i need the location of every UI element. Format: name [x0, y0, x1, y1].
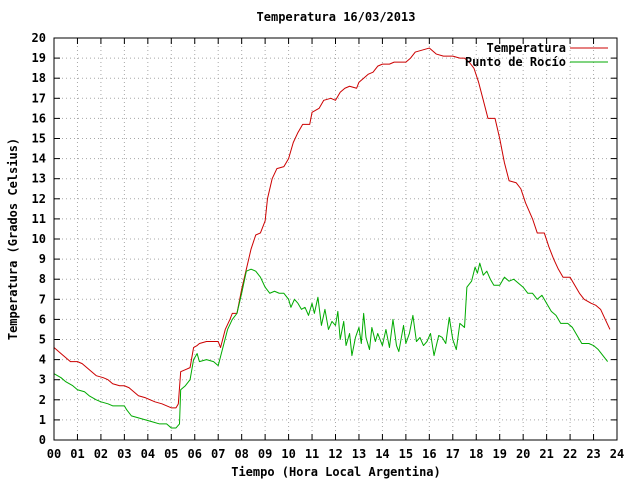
y-axis-label: Temperatura (Grados Celsius): [6, 138, 20, 340]
y-tick-label-14: 14: [32, 152, 46, 166]
y-tick-label-4: 4: [39, 353, 46, 367]
y-tick-label-18: 18: [32, 71, 46, 85]
x-tick-label-24: 24: [610, 447, 624, 461]
x-tick-label-08: 08: [234, 447, 248, 461]
y-tick-label-15: 15: [32, 132, 46, 146]
x-tick-label-18: 18: [469, 447, 483, 461]
series-layer: [53, 47, 611, 429]
y-tick-label-20: 20: [32, 31, 46, 45]
y-tick-label-10: 10: [32, 232, 46, 246]
x-tick-label-11: 11: [305, 447, 319, 461]
x-tick-label-10: 10: [281, 447, 295, 461]
y-tick-label-8: 8: [39, 272, 46, 286]
y-tick-label-5: 5: [39, 333, 46, 347]
tick-marks: [53, 37, 618, 441]
x-tick-label-12: 12: [328, 447, 342, 461]
x-tick-label-04: 04: [141, 447, 155, 461]
x-tick-label-14: 14: [375, 447, 389, 461]
y-tick-label-1: 1: [39, 413, 46, 427]
y-tick-label-19: 19: [32, 51, 46, 65]
x-tick-label-15: 15: [399, 447, 413, 461]
x-tick-label-22: 22: [563, 447, 577, 461]
y-tick-label-12: 12: [32, 192, 46, 206]
x-axis-tick-labels: 00 01 02 03 04 05 06 07 08 09 10 11 12 13 14 15 16 17 18 19…: [47, 447, 624, 461]
legend: Temperatura Punto de Rocío: [465, 41, 608, 69]
series-line-punto-de-rocio: [53, 262, 609, 429]
x-tick-label-23: 23: [586, 447, 600, 461]
x-tick-label-06: 06: [188, 447, 202, 461]
x-tick-label-05: 05: [164, 447, 178, 461]
grid: [54, 38, 617, 440]
y-tick-label-0: 0: [39, 433, 46, 447]
legend-label-punto-de-rocio: Punto de Rocío: [465, 55, 566, 69]
x-tick-label-07: 07: [211, 447, 225, 461]
y-tick-label-17: 17: [32, 91, 46, 105]
x-tick-label-21: 21: [539, 447, 553, 461]
y-tick-label-16: 16: [32, 111, 46, 125]
y-tick-label-3: 3: [39, 373, 46, 387]
y-tick-label-6: 6: [39, 312, 46, 326]
y-tick-label-9: 9: [39, 252, 46, 266]
series-line-temperatura: [53, 47, 611, 409]
x-tick-label-13: 13: [352, 447, 366, 461]
x-tick-label-09: 09: [258, 447, 272, 461]
x-tick-label-00: 00: [47, 447, 61, 461]
y-tick-label-13: 13: [32, 172, 46, 186]
legend-label-temperatura: Temperatura: [487, 41, 566, 55]
x-tick-label-19: 19: [492, 447, 506, 461]
chart-title: Temperatura 16/03/2013: [257, 10, 416, 24]
x-tick-label-16: 16: [422, 447, 436, 461]
x-axis-label: Tiempo (Hora Local Argentina): [231, 465, 441, 479]
x-tick-label-03: 03: [117, 447, 131, 461]
x-tick-label-17: 17: [446, 447, 460, 461]
y-tick-label-2: 2: [39, 393, 46, 407]
x-tick-label-01: 01: [70, 447, 84, 461]
x-tick-label-02: 02: [94, 447, 108, 461]
x-tick-label-20: 20: [516, 447, 530, 461]
y-tick-label-7: 7: [39, 292, 46, 306]
y-tick-label-11: 11: [32, 212, 46, 226]
